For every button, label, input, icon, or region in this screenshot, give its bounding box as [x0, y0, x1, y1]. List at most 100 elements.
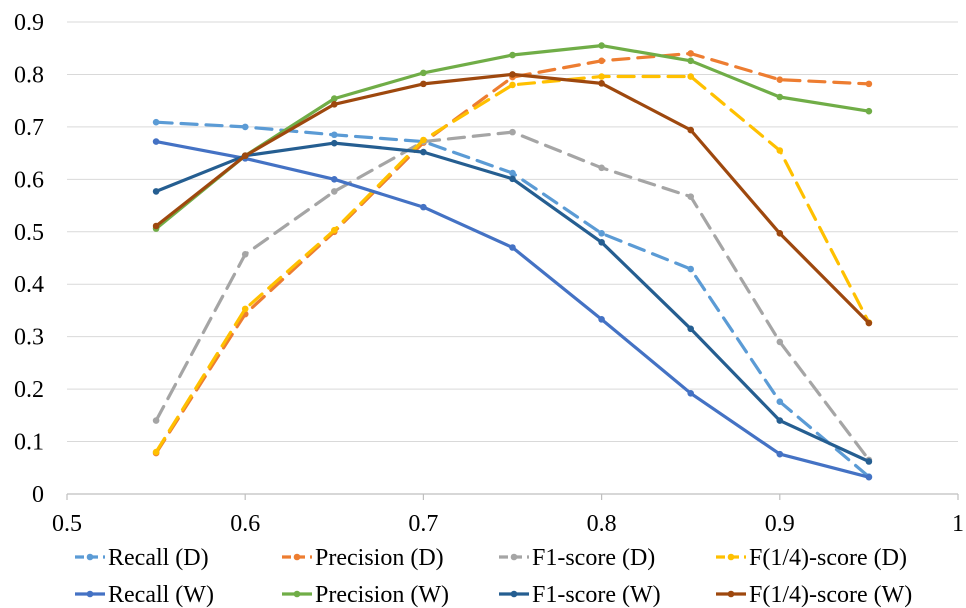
series-line — [154, 141, 871, 464]
data-point — [776, 450, 784, 458]
legend-marker — [727, 590, 735, 598]
data-point — [776, 230, 784, 237]
legend-item: F(1/4)-score (D) — [716, 545, 907, 571]
data-point — [331, 226, 338, 234]
data-point — [865, 80, 873, 88]
y-tick-label: 0.9 — [14, 10, 44, 36]
data-point — [776, 147, 784, 154]
data-point — [509, 51, 516, 59]
data-point — [598, 57, 605, 65]
series-f-1-4-score-w — [152, 71, 873, 327]
y-tick-label: 0.2 — [14, 377, 44, 403]
data-point — [776, 76, 784, 83]
series-line — [154, 140, 871, 479]
legend-item: F1-score (W) — [499, 582, 661, 608]
data-point — [687, 390, 694, 397]
axes: 0 0.1 0.2 0.3 0.4 0.5 0.6 0.7 0.8 0.9 0.5 0.6 0.7 0.8… — [14, 10, 964, 537]
legend-marker — [510, 590, 518, 598]
legend-marker — [86, 553, 94, 561]
data-point — [241, 152, 249, 160]
y-tick-label: 0.4 — [14, 272, 44, 298]
series-lines — [152, 42, 873, 481]
legend-marker — [293, 553, 301, 561]
data-point — [420, 69, 427, 77]
legend-label: Precision (W) — [315, 582, 449, 608]
data-point — [598, 316, 605, 323]
data-point — [331, 131, 338, 139]
y-tick-label: 0.6 — [14, 167, 44, 193]
data-point — [687, 73, 694, 80]
data-point — [420, 203, 427, 211]
y-tick-label: 0.8 — [14, 62, 44, 88]
series-precision-w — [152, 42, 873, 232]
data-point — [509, 71, 516, 78]
data-point — [509, 244, 516, 251]
data-point — [776, 417, 784, 424]
legend-label: Recall (D) — [108, 545, 209, 571]
data-point — [598, 230, 605, 237]
series-f-1-4-score-d — [152, 73, 873, 456]
data-point — [331, 139, 338, 147]
x-tick-label: 1 — [952, 511, 964, 537]
legend-label: Recall (W) — [108, 582, 214, 608]
y-tick-label: 0.7 — [14, 115, 44, 141]
data-point — [865, 458, 873, 465]
data-point — [598, 164, 605, 172]
legend-marker — [293, 590, 301, 598]
series-precision-d — [152, 50, 873, 457]
data-point — [687, 193, 694, 200]
legend-item: Precision (D) — [282, 545, 444, 571]
x-tick-label: 0.8 — [587, 511, 617, 537]
data-point — [598, 238, 605, 246]
legend-label: F(1/4)-score (D) — [749, 545, 907, 571]
data-point — [331, 101, 338, 108]
y-tick-label: 0.1 — [14, 430, 44, 456]
legend-label: F(1/4)-score (W) — [749, 582, 912, 608]
series-recall-w — [152, 138, 873, 481]
series-line — [154, 74, 871, 454]
data-point — [331, 95, 338, 102]
data-point — [865, 107, 873, 115]
data-point — [687, 265, 694, 273]
data-point — [241, 305, 249, 313]
data-point — [687, 57, 694, 65]
x-tick-label: 0.9 — [765, 511, 795, 537]
legend: Recall (D) Precision (D) F1-score (D) F(1/4… — [75, 545, 912, 608]
data-point — [152, 222, 160, 230]
series-line — [154, 72, 871, 325]
y-tick-label: 0.5 — [14, 220, 44, 246]
legend-item: Precision (W) — [282, 582, 449, 608]
data-point — [152, 188, 160, 195]
data-point — [152, 138, 160, 145]
y-tick-label: 0.3 — [14, 325, 44, 351]
data-point — [509, 169, 516, 177]
x-tick-label: 0.6 — [230, 511, 260, 537]
data-point — [598, 80, 605, 87]
legend-item: F(1/4)-score (W) — [716, 582, 912, 608]
data-point — [509, 81, 516, 89]
data-point — [598, 42, 605, 49]
data-point — [865, 319, 873, 327]
legend-item: Recall (W) — [75, 582, 214, 608]
data-point — [776, 398, 784, 405]
x-tick-label: 0.5 — [52, 511, 82, 537]
data-point — [152, 417, 160, 424]
legend-marker — [727, 553, 735, 561]
data-point — [420, 136, 427, 144]
data-point — [241, 251, 249, 258]
data-point — [509, 128, 516, 136]
data-point — [687, 50, 694, 57]
data-point — [687, 325, 694, 333]
y-tick-label: 0 — [32, 482, 44, 508]
legend-item: Recall (D) — [75, 545, 209, 571]
legend-marker — [510, 553, 518, 561]
legend-label: Precision (D) — [315, 545, 444, 571]
legend-item: F1-score (D) — [499, 545, 655, 571]
data-point — [420, 80, 427, 88]
data-point — [241, 123, 249, 131]
data-point — [420, 148, 427, 156]
data-point — [152, 118, 160, 126]
data-point — [865, 473, 873, 481]
legend-label: F1-score (W) — [532, 582, 661, 608]
